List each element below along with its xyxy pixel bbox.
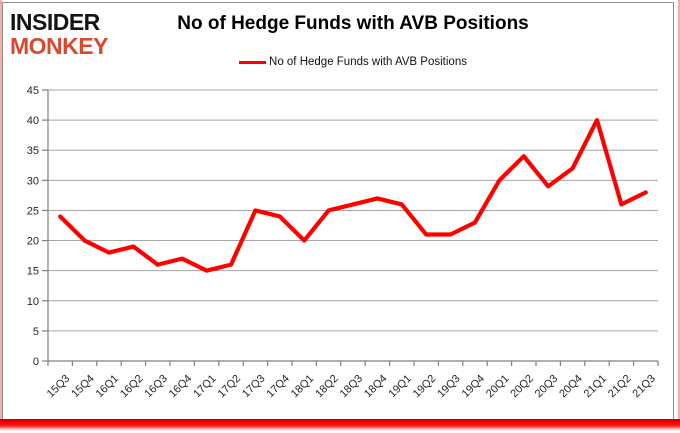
svg-text:21Q1: 21Q1 <box>582 373 610 401</box>
svg-text:19Q1: 19Q1 <box>386 373 414 401</box>
legend-label: No of Hedge Funds with AVB Positions <box>269 56 467 68</box>
svg-text:5: 5 <box>33 326 39 338</box>
svg-text:16Q1: 16Q1 <box>94 373 122 401</box>
svg-text:17Q3: 17Q3 <box>240 373 268 401</box>
insider-monkey-logo: INSIDER MONKEY <box>10 11 108 58</box>
svg-text:40: 40 <box>27 115 39 127</box>
svg-text:16Q3: 16Q3 <box>142 373 170 401</box>
svg-text:25: 25 <box>27 205 39 217</box>
svg-text:10: 10 <box>27 296 39 308</box>
svg-text:20Q2: 20Q2 <box>508 373 536 401</box>
logo-text-insider: INSIDER <box>10 9 100 35</box>
svg-text:18Q3: 18Q3 <box>338 373 366 401</box>
svg-text:17Q2: 17Q2 <box>216 373 244 401</box>
logo-text-monkey: MONKEY <box>10 33 108 59</box>
chart-frame-border <box>2 2 674 420</box>
svg-text:0: 0 <box>33 356 39 368</box>
svg-text:21Q2: 21Q2 <box>606 373 634 401</box>
bottom-red-bar <box>0 419 680 431</box>
svg-text:21Q3: 21Q3 <box>630 373 658 401</box>
legend: No of Hedge Funds with AVB Positions <box>48 56 658 68</box>
svg-text:19Q2: 19Q2 <box>411 373 439 401</box>
svg-text:20: 20 <box>27 236 39 248</box>
svg-text:15Q4: 15Q4 <box>69 373 97 401</box>
chart-title: No of Hedge Funds with AVB Positions <box>177 13 529 34</box>
svg-text:16Q4: 16Q4 <box>167 373 195 401</box>
svg-text:15Q3: 15Q3 <box>45 373 73 401</box>
svg-text:18Q1: 18Q1 <box>289 373 317 401</box>
svg-text:18Q2: 18Q2 <box>313 373 341 401</box>
svg-text:19Q4: 19Q4 <box>460 373 488 401</box>
legend-line-swatch <box>239 60 267 64</box>
svg-text:20Q3: 20Q3 <box>533 373 561 401</box>
svg-text:45: 45 <box>27 85 39 97</box>
svg-text:16Q2: 16Q2 <box>118 373 146 401</box>
svg-text:18Q4: 18Q4 <box>362 373 390 401</box>
right-edge-accent <box>678 0 680 422</box>
svg-text:19Q3: 19Q3 <box>435 373 463 401</box>
svg-text:20Q1: 20Q1 <box>484 373 512 401</box>
svg-text:20Q4: 20Q4 <box>557 373 585 401</box>
svg-text:17Q4: 17Q4 <box>264 373 292 401</box>
svg-text:15: 15 <box>27 266 39 278</box>
svg-text:30: 30 <box>27 175 39 187</box>
left-edge-accent <box>0 0 2 422</box>
svg-text:17Q1: 17Q1 <box>191 373 219 401</box>
svg-text:35: 35 <box>27 145 39 157</box>
